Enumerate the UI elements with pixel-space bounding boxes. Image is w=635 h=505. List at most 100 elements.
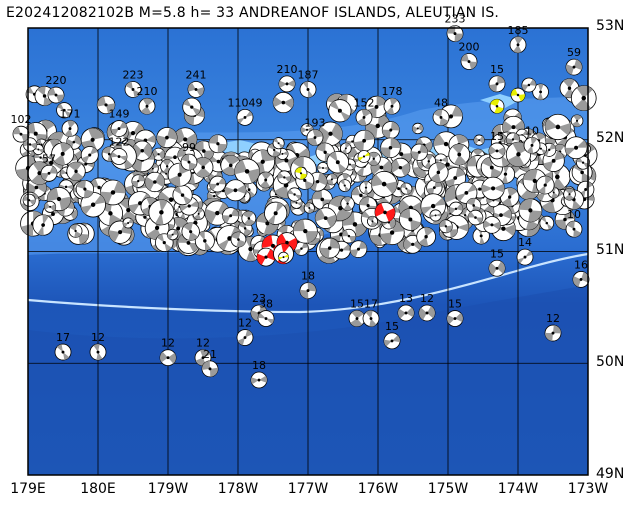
focal-mechanism — [230, 231, 247, 248]
focal-mechanism — [319, 237, 341, 259]
focal-mechanism — [488, 142, 506, 160]
focal-mechanism — [565, 58, 583, 76]
focal-mechanism — [353, 129, 375, 152]
focal-mechanism — [340, 142, 352, 155]
focal-mechanism — [318, 121, 343, 146]
mechanism-depth-label: 57 — [42, 152, 56, 165]
mechanism-depth-label: 18 — [301, 270, 315, 283]
secondary-mechanism — [489, 98, 505, 114]
focal-mechanism — [544, 113, 572, 141]
focal-mechanism — [444, 167, 467, 189]
focal-mechanism — [370, 170, 398, 198]
lon-label-179e: 179E — [10, 481, 46, 497]
focal-mechanism — [187, 81, 205, 98]
focal-mechanism — [144, 171, 165, 193]
mechanism-depth-label: 220 — [46, 74, 67, 87]
focal-mechanism — [516, 248, 534, 266]
focal-mechanism — [518, 198, 543, 223]
secondary-mechanism — [294, 166, 308, 180]
focal-mechanism — [124, 81, 142, 98]
mechanism-depth-label: 102 — [11, 113, 32, 126]
focal-mechanism — [340, 196, 355, 211]
mechanism-depth-label: 12 — [161, 337, 175, 350]
focal-mechanism — [181, 222, 200, 241]
focal-mechanism — [236, 329, 254, 346]
mechanism-depth-label: 178 — [382, 85, 403, 98]
focal-mechanism — [122, 217, 134, 229]
lon-label-176w: 176W — [357, 481, 399, 497]
focal-mechanism — [208, 134, 228, 154]
focal-mechanism — [68, 224, 83, 238]
lon-label-173w: 173W — [567, 481, 609, 497]
focal-mechanism — [564, 136, 588, 160]
trench-line — [27, 252, 589, 314]
focal-mechanism — [570, 85, 597, 111]
focal-mechanism — [209, 175, 226, 193]
focal-mechanism — [234, 158, 260, 185]
focal-mechanism — [365, 95, 388, 119]
mechanism-depth-label: 12 — [238, 317, 252, 330]
focal-mechanism — [400, 182, 413, 195]
focal-mechanism — [383, 332, 401, 350]
mechanism-depth-label: 185 — [508, 24, 529, 37]
focal-mechanism — [432, 109, 450, 126]
focal-mechanism — [397, 304, 415, 322]
mechanism-depth-label: 48 — [434, 96, 448, 109]
focal-mechanism — [314, 207, 337, 229]
focal-mechanism — [383, 97, 401, 115]
focal-mechanism — [236, 109, 254, 126]
focal-mechanism — [292, 218, 318, 244]
focal-mechanism — [366, 215, 379, 227]
focal-mechanism — [326, 150, 350, 174]
mechanism-depth-label: 14 — [518, 236, 532, 249]
focal-mechanism — [75, 179, 95, 199]
mechanism-depth-label: 152 — [354, 96, 375, 109]
focal-mechanism — [303, 202, 315, 214]
focal-mechanism — [426, 179, 443, 196]
focal-mechanism — [148, 199, 175, 226]
focal-mechanism — [429, 209, 442, 222]
focal-mechanism — [180, 153, 198, 171]
mechanism-depth-label: 193 — [305, 117, 326, 130]
mechanism-depth-label: 17 — [56, 331, 70, 344]
focal-mechanism — [565, 220, 583, 238]
focal-mechanism — [448, 201, 464, 217]
focal-mechanism — [412, 122, 424, 135]
focal-mechanism — [446, 310, 464, 327]
focal-mechanism — [473, 134, 485, 146]
focal-mechanism — [381, 121, 400, 139]
focal-mechanism — [110, 148, 128, 165]
focal-mechanism — [192, 157, 214, 178]
focal-mechanism — [138, 97, 156, 115]
mechanism-depth-label: 12 — [546, 312, 560, 325]
focal-mechanism — [250, 371, 268, 389]
mechanism-depth-label: 59 — [567, 46, 581, 59]
focal-mechanism — [544, 324, 562, 342]
focal-mechanism — [156, 127, 178, 149]
focal-mechanism — [349, 240, 368, 258]
focal-mechanism — [51, 142, 75, 166]
mechanism-depth-label: 223 — [123, 68, 144, 81]
lon-label-174w: 174W — [497, 481, 539, 497]
lat-label-49n: 49N — [596, 466, 625, 482]
mechanism-depth-label: 16 — [574, 258, 588, 271]
focal-mechanism — [521, 77, 537, 93]
focal-mechanism — [355, 109, 373, 126]
focal-mechanism — [32, 214, 54, 236]
focal-mechanism — [294, 241, 309, 256]
mechanism-depth-label: 241 — [186, 68, 207, 81]
mechanism-depth-label: 210 — [277, 63, 298, 76]
focal-mechanism — [563, 187, 576, 201]
focal-mechanism — [341, 228, 357, 244]
lat-label-53n: 53N — [596, 18, 625, 34]
mechanism-depth-label: 15 — [490, 130, 504, 143]
focal-mechanism — [222, 207, 240, 225]
mechanism-depth-label: 10 — [567, 208, 581, 221]
mechanism-depth-label: 12 — [420, 292, 434, 305]
focal-mechanism — [399, 208, 422, 231]
focal-mechanism — [410, 143, 428, 161]
focal-mechanism — [166, 228, 179, 241]
focal-mechanism — [572, 271, 590, 288]
focal-mechanism — [488, 259, 506, 277]
focal-mechanism — [182, 97, 202, 117]
